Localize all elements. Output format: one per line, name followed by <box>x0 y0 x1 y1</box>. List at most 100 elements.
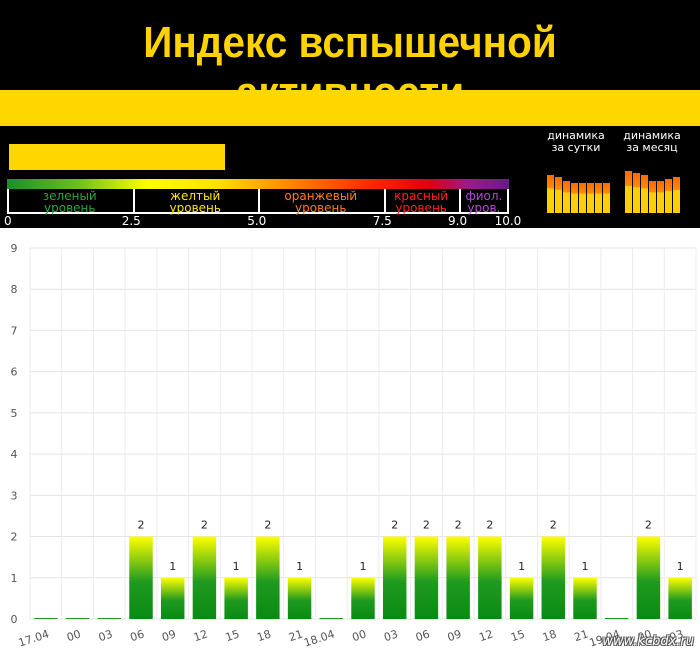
scale-level-label-line2: уровень <box>44 201 96 215</box>
bar-value-label: 1 <box>360 560 367 573</box>
y-tick-label: 1 <box>11 572 18 585</box>
scale-level-label-line1: фиол. <box>465 189 503 203</box>
x-tick-label: 18 <box>255 627 272 644</box>
scale-segment-divider <box>7 189 135 213</box>
bar-value-label: 1 <box>296 560 303 573</box>
scale-level-label-line2: уровень <box>295 201 347 215</box>
scale-tick-label: 10.0 <box>494 214 522 228</box>
x-tick-label: 15 <box>509 627 526 644</box>
scale-gradient <box>7 179 509 189</box>
bar-value-label: 2 <box>264 519 271 532</box>
day-dynamics-bar <box>587 183 594 213</box>
scale-tick-label: 7.5 <box>372 214 392 228</box>
scale-level-label-line1: красный <box>394 189 449 203</box>
bar <box>351 577 375 619</box>
scale-level-label-line1: зеленый <box>42 189 97 203</box>
month-dynamics-label-1: динамика <box>623 129 681 142</box>
month-dynamics-bar <box>641 175 648 213</box>
day-dynamics-bar <box>579 183 586 213</box>
day-dynamics-label-2: за сутки <box>551 141 601 154</box>
scale-level-label-line1: оранжевый <box>284 189 358 203</box>
month-dynamics-bar <box>673 177 680 213</box>
bar-value-label: 2 <box>201 519 208 532</box>
scale-segment-divider <box>383 189 461 213</box>
bar-value-label: 1 <box>582 560 589 573</box>
x-tick-label: 09 <box>160 627 177 644</box>
y-tick-label: 6 <box>11 366 18 379</box>
x-tick-label: 21 <box>573 627 590 644</box>
x-tick-label: 00 <box>351 627 368 644</box>
x-tick-label: 03 <box>97 627 114 644</box>
bar-value-label: 1 <box>233 560 240 573</box>
bar <box>382 536 407 619</box>
current-index-bar <box>9 144 225 170</box>
x-tick-label: 15 <box>224 627 241 644</box>
bar <box>668 577 692 619</box>
scale-level-label: красный уровень <box>384 190 459 214</box>
scale-level-label-line2: уровень <box>395 201 447 215</box>
scale-level-label: желтый уровень <box>133 190 259 214</box>
bar <box>478 536 502 619</box>
bar <box>509 577 534 619</box>
day-dynamics-bar <box>547 175 554 213</box>
bar-value-label: 1 <box>677 560 684 573</box>
scale-segment-divider <box>258 189 386 213</box>
bar <box>129 536 153 619</box>
bar <box>541 536 566 619</box>
scale-end-divider <box>507 189 509 213</box>
month-dynamics-label-2: за месяц <box>626 141 678 154</box>
y-tick-label: 2 <box>11 531 18 544</box>
bar <box>192 536 217 619</box>
scale-baseline <box>7 212 509 214</box>
bar-value-label: 2 <box>423 519 430 532</box>
y-tick-label: 7 <box>11 324 18 337</box>
y-tick-label: 5 <box>11 407 18 420</box>
scale-tick-label: 9.0 <box>448 214 468 228</box>
bar-value-label: 1 <box>518 560 525 573</box>
x-tick-label: 21 <box>287 627 304 644</box>
x-tick-label: 06 <box>414 627 431 644</box>
bar <box>224 577 248 619</box>
scale-level-label-line2: уровень <box>169 201 221 215</box>
day-dynamics-bar <box>563 181 570 213</box>
bar <box>446 536 470 619</box>
watermark: www.kcbdx.ru <box>602 634 694 649</box>
x-tick-label: 12 <box>477 627 494 644</box>
month-dynamics-bar <box>657 181 664 213</box>
x-tick-label: 00 <box>636 627 653 644</box>
bar-value-label: 2 <box>391 519 398 532</box>
yellow-band <box>0 90 700 126</box>
x-tick-label: 17.04 <box>17 627 51 649</box>
bar-value-label: 2 <box>645 519 652 532</box>
bar <box>414 536 439 619</box>
scale-level-label: фиол. уров. <box>459 190 509 214</box>
y-tick-label: 0 <box>11 613 18 626</box>
bar <box>160 577 185 619</box>
bar <box>573 577 597 619</box>
x-tick-label: 06 <box>129 627 146 644</box>
day-dynamics-bar <box>555 177 562 213</box>
y-tick-label: 4 <box>11 448 18 461</box>
x-tick-label: 18 <box>541 627 558 644</box>
bar <box>287 577 312 619</box>
day-dynamics-label-1: динамика <box>547 129 605 142</box>
month-dynamics-bar <box>665 179 672 213</box>
bar-value-label: 2 <box>455 519 462 532</box>
month-dynamics-title: динамика за месяц <box>612 130 692 154</box>
month-dynamics-bar <box>649 181 656 213</box>
bar-value-label: 2 <box>550 519 557 532</box>
x-tick-label: 03 <box>382 627 399 644</box>
scale-tick-label: 2.5 <box>121 214 141 228</box>
header-panel: Индекс вспышечной активности зеленыйуров… <box>0 0 700 228</box>
day-dynamics-bar <box>603 183 610 213</box>
x-tick-label: 00 <box>65 627 82 644</box>
scale-level-label-line1: желтый <box>170 189 221 203</box>
x-tick-label: 12 <box>192 627 209 644</box>
bar-value-label: 2 <box>486 519 493 532</box>
x-tick-label: 03 <box>668 627 685 644</box>
bar-value-label: 1 <box>169 560 176 573</box>
bar <box>636 536 661 619</box>
scale-segment-divider <box>458 189 511 213</box>
scale-tick-label: 5.0 <box>247 214 267 228</box>
